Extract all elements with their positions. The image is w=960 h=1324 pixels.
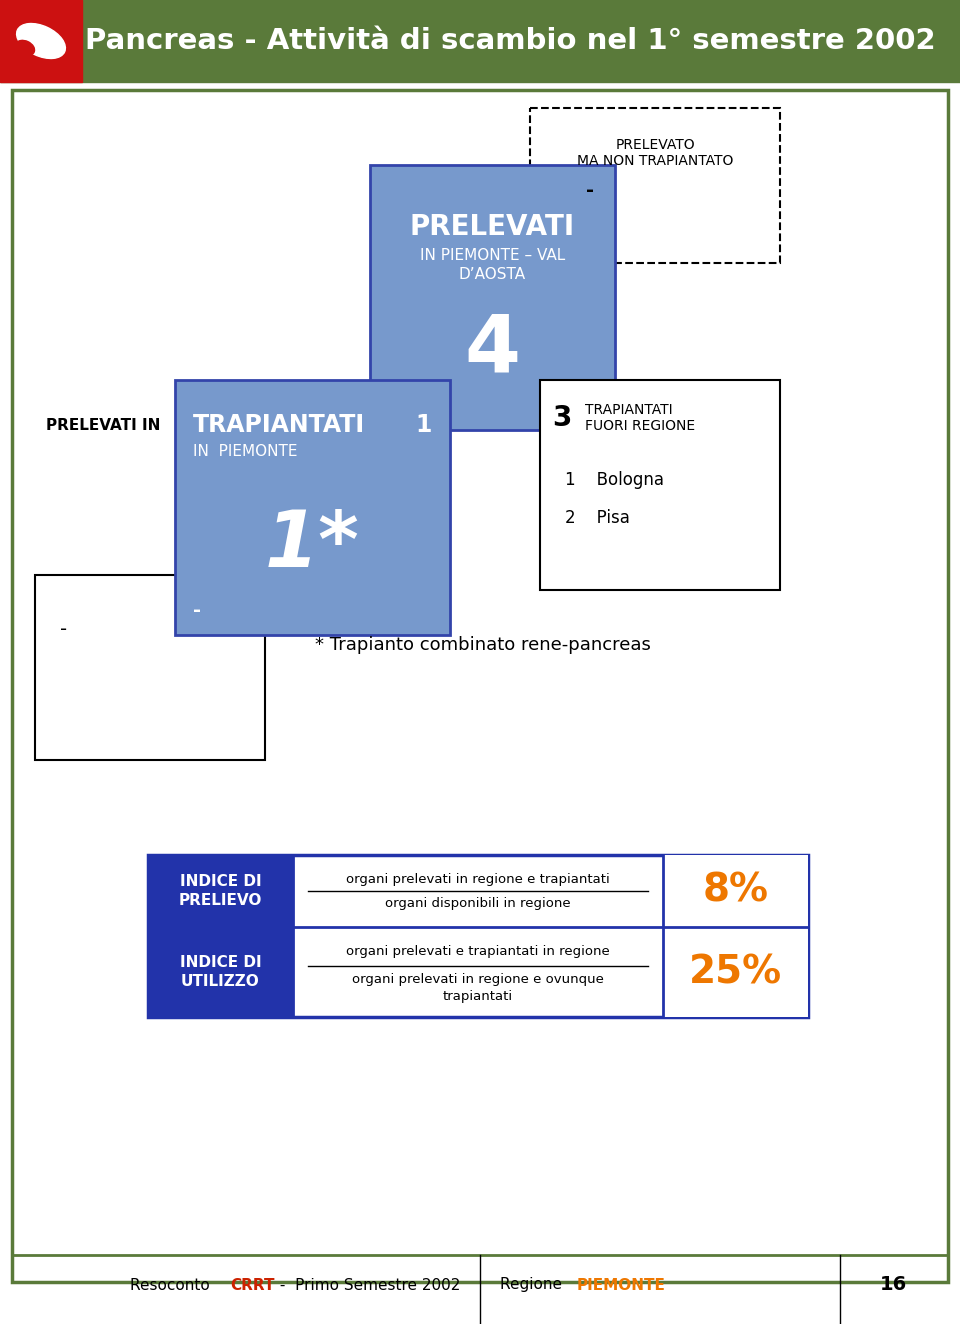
- Text: 2    Pisa: 2 Pisa: [565, 508, 630, 527]
- Text: CRRT: CRRT: [230, 1278, 275, 1292]
- Ellipse shape: [15, 40, 35, 56]
- Bar: [175, 380, 450, 636]
- Text: 25%: 25%: [689, 953, 782, 990]
- Text: 8%: 8%: [703, 873, 769, 910]
- Bar: [0, 0, 960, 82]
- Text: organi disponibili in regione: organi disponibili in regione: [385, 898, 571, 911]
- Text: 4: 4: [465, 311, 520, 389]
- Bar: [35, 575, 265, 760]
- Text: 1: 1: [416, 413, 432, 437]
- Text: PRELEVATO
MA NON TRAPIANTATO: PRELEVATO MA NON TRAPIANTATO: [577, 138, 733, 168]
- Text: -: -: [193, 601, 201, 620]
- Bar: [148, 927, 293, 1017]
- Text: 16: 16: [879, 1275, 906, 1295]
- Text: organi prelevati in regione e ovunque
trapiantati: organi prelevati in regione e ovunque tr…: [352, 973, 604, 1004]
- Text: PRELEVATI: PRELEVATI: [410, 213, 575, 241]
- Bar: [370, 166, 615, 430]
- Text: -: -: [586, 180, 594, 200]
- Text: TRAPIANTATI
FUORI REGIONE: TRAPIANTATI FUORI REGIONE: [585, 402, 695, 433]
- Text: Regione: Regione: [500, 1278, 566, 1292]
- Bar: [148, 855, 808, 1017]
- Bar: [530, 109, 780, 263]
- Text: -: -: [60, 621, 67, 639]
- Text: INDICE DI
PRELIEVO: INDICE DI PRELIEVO: [179, 874, 262, 908]
- Bar: [0, 0, 82, 82]
- Text: organi prelevati e trapiantati in regione: organi prelevati e trapiantati in region…: [347, 945, 610, 959]
- Bar: [540, 380, 780, 591]
- Text: IN PIEMONTE – VAL
D’AOSTA: IN PIEMONTE – VAL D’AOSTA: [420, 248, 565, 282]
- Text: PRELEVATI IN: PRELEVATI IN: [46, 417, 160, 433]
- Text: PIEMONTE: PIEMONTE: [577, 1278, 666, 1292]
- Text: 1*: 1*: [265, 507, 360, 583]
- Text: 3: 3: [552, 404, 572, 432]
- Text: 1    Bologna: 1 Bologna: [565, 471, 664, 489]
- Bar: [148, 855, 293, 927]
- Bar: [663, 855, 808, 927]
- Ellipse shape: [16, 24, 65, 58]
- Text: IN  PIEMONTE: IN PIEMONTE: [193, 445, 298, 459]
- Text: organi prelevati in regione e trapiantati: organi prelevati in regione e trapiantat…: [347, 874, 610, 887]
- Text: TRAPIANTATI: TRAPIANTATI: [193, 413, 365, 437]
- Text: Resoconto: Resoconto: [130, 1278, 215, 1292]
- Text: Pancreas - Attività di scambio nel 1° semestre 2002: Pancreas - Attività di scambio nel 1° se…: [84, 26, 935, 56]
- Text: INDICE DI
UTILIZZO: INDICE DI UTILIZZO: [180, 955, 261, 989]
- Text: * Trapianto combinato rene-pancreas: * Trapianto combinato rene-pancreas: [315, 636, 651, 654]
- Text: -  Primo Semestre 2002: - Primo Semestre 2002: [275, 1278, 461, 1292]
- Bar: [663, 927, 808, 1017]
